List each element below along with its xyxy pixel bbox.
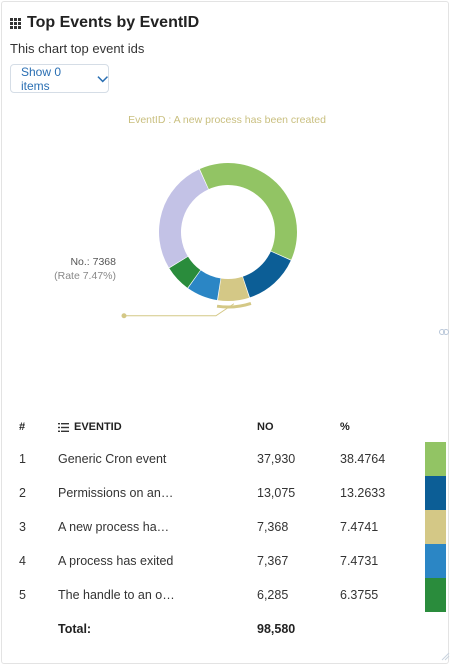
slice-1[interactable] (199, 163, 297, 260)
slice-3[interactable] (217, 276, 250, 301)
row-event-name: A process has exited (58, 554, 174, 568)
column-header-percent: % (340, 421, 350, 433)
title-row: Top Events by EventID (10, 14, 199, 32)
row-event-name: Permissions on an… (58, 486, 174, 500)
row-event-name: A new process ha… (58, 520, 170, 534)
row-percent: 38.4764 (340, 452, 386, 466)
row-percent: 13.2633 (340, 486, 386, 500)
show-items-dropdown[interactable]: Show 0 items (10, 64, 109, 93)
row-count: 13,075 (257, 486, 296, 500)
sort-list-icon (58, 422, 69, 432)
row-color-swatch (425, 442, 446, 476)
row-index: 2 (19, 486, 26, 500)
chart-title: EventID : A new process has been created (128, 114, 326, 126)
chevron-down-icon (96, 75, 108, 82)
table-row[interactable]: 3 A new process ha… 7,368 7.4741 (2, 510, 450, 544)
row-percent: 7.4741 (340, 520, 379, 534)
leader-line (124, 303, 235, 317)
row-color-swatch (425, 510, 446, 544)
slice-4[interactable] (188, 270, 221, 301)
table-row[interactable]: 5 The handle to an o… 6,285 6.3755 (2, 578, 450, 612)
slice-5[interactable] (169, 256, 201, 288)
total-value: 98,580 (257, 622, 296, 636)
column-header-eventid-label: EVENTID (74, 421, 122, 433)
donut-chart (121, 163, 297, 319)
column-header-index: # (19, 421, 26, 433)
total-label: Total: (58, 622, 92, 636)
row-count: 7,368 (257, 520, 289, 534)
row-color-swatch (425, 544, 446, 578)
table-row[interactable]: 1 Generic Cron event 37,930 38.4764 (2, 442, 450, 476)
column-header-eventid[interactable]: EVENTID (58, 421, 122, 433)
leader-dot (121, 313, 127, 319)
tooltip-no-label: No.: 7368 (70, 256, 116, 268)
slice-2[interactable] (242, 251, 291, 298)
highlight-arc (216, 301, 252, 309)
row-count: 6,285 (257, 588, 289, 602)
row-percent: 6.3755 (340, 588, 379, 602)
tooltip-rate-label: (Rate 7.47%) (54, 270, 116, 282)
slice-other[interactable] (159, 169, 209, 268)
row-index: 5 (19, 588, 26, 602)
table-row[interactable]: 2 Permissions on an… 13,075 13.2633 (2, 476, 450, 510)
row-event-name: Generic Cron event (58, 452, 167, 466)
page-subtitle: This chart top event ids (10, 41, 145, 56)
column-header-no: NO (257, 421, 274, 433)
resize-handle-icon[interactable] (441, 652, 450, 661)
row-index: 3 (19, 520, 26, 534)
table-row[interactable]: 4 A process has exited 7,367 7.4731 (2, 544, 450, 578)
show-items-label: Show 0 items (21, 64, 62, 93)
page-title: Top Events by EventID (27, 14, 200, 31)
link-icon[interactable] (439, 329, 449, 335)
grid-icon (10, 17, 21, 29)
row-index: 1 (19, 452, 26, 466)
row-event-name: The handle to an o… (58, 588, 175, 602)
row-count: 37,930 (257, 452, 296, 466)
row-color-swatch (425, 578, 446, 612)
row-count: 7,367 (257, 554, 289, 568)
row-index: 4 (19, 554, 26, 568)
row-color-swatch (425, 476, 446, 510)
row-percent: 7.4731 (340, 554, 379, 568)
